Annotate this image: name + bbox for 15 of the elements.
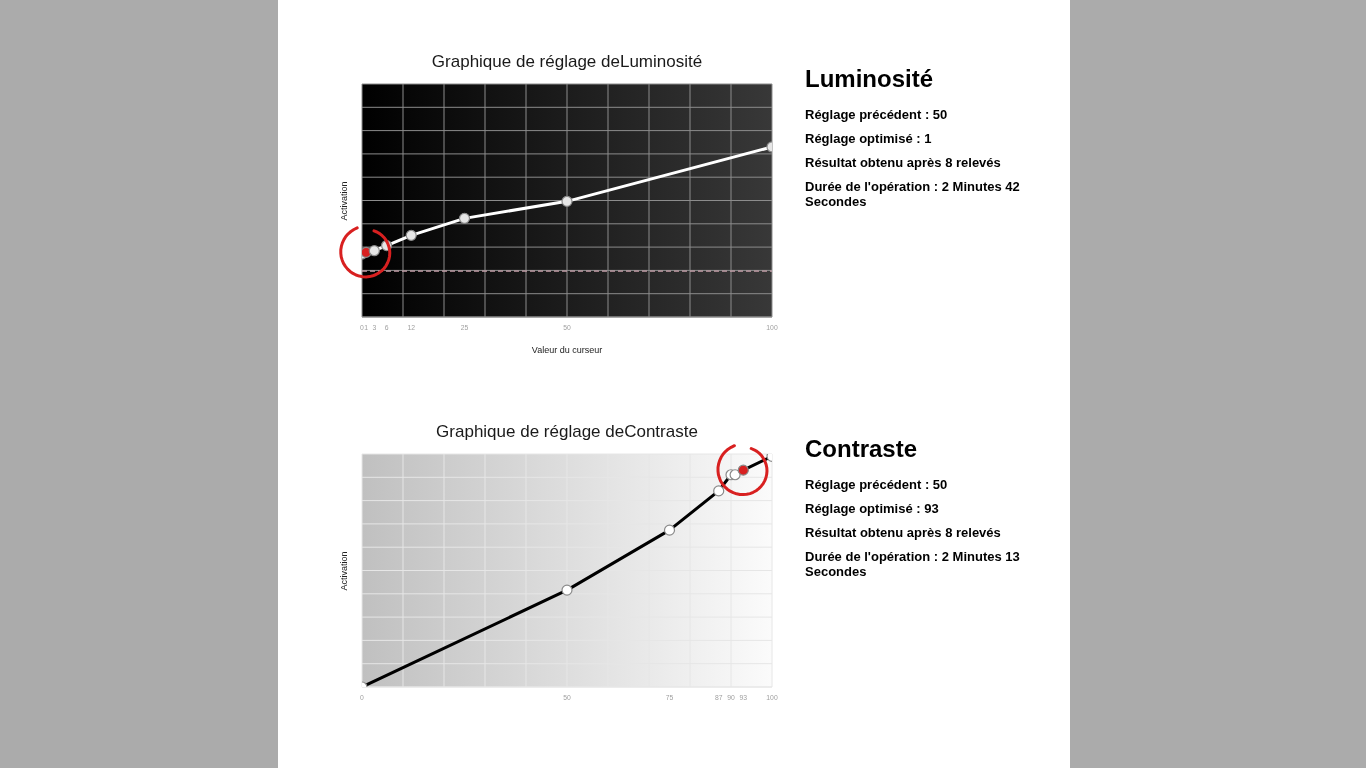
text: Résultat obtenu après 8 relevés	[805, 155, 1001, 170]
y-axis-title: Activation	[338, 180, 349, 221]
text: Réglage optimisé : 93	[805, 501, 939, 516]
text: Contraste	[805, 435, 918, 462]
y-axis-title: Activation	[338, 550, 349, 591]
text: Réglage précédent : 50	[805, 107, 948, 122]
text: Résultat obtenu après 8 relevés	[805, 525, 1001, 540]
chart-title: Graphique de réglage deContraste	[436, 422, 698, 441]
text: Durée de l'opération : 2 Minutes 42 Secondes	[805, 179, 1020, 209]
x-axis-title: Valeur du curseur	[531, 345, 603, 355]
text: Luminosité	[805, 65, 934, 92]
text: Réglage optimisé : 1	[805, 131, 932, 146]
text: Durée de l'opération : 2 Minutes 13 Secondes	[805, 549, 1020, 579]
text: Réglage précédent : 50	[805, 477, 948, 492]
chart-title: Graphique de réglage deLuminosité	[431, 52, 703, 71]
